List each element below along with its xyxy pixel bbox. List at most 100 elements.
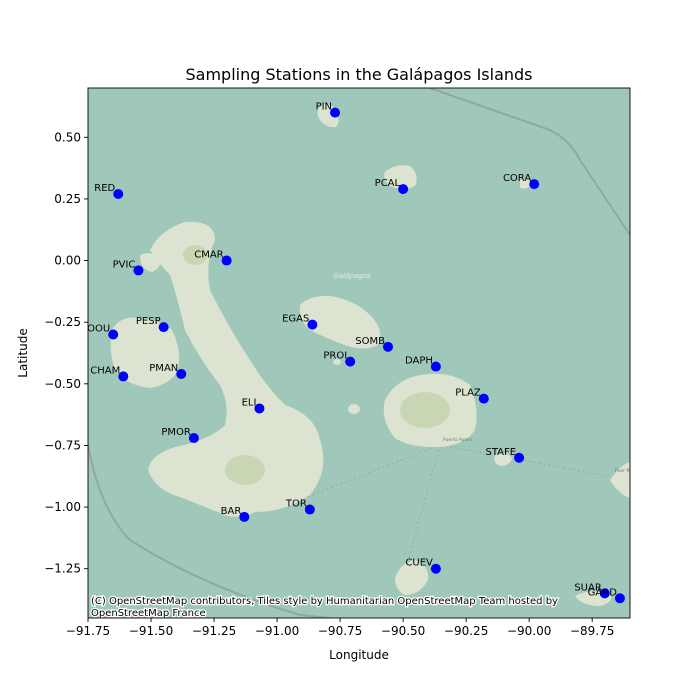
edge-town-label: Puer Moren (615, 468, 641, 474)
station-label: SUAR (574, 582, 602, 593)
station-marker[interactable] (330, 107, 341, 118)
station-marker[interactable] (108, 329, 119, 340)
station-marker[interactable] (382, 341, 393, 352)
island-santiago (299, 295, 381, 349)
island-san-cristobal (610, 462, 630, 498)
island-isabela-west (110, 317, 180, 388)
station-stafe[interactable]: STAFE (485, 447, 525, 463)
station-marker[interactable] (221, 255, 232, 266)
station-red[interactable]: RED (94, 183, 124, 199)
shipping-lane (88, 444, 331, 618)
station-marker[interactable] (478, 393, 489, 404)
station-marker[interactable] (345, 356, 356, 367)
y-tick-label: −0.25 (44, 315, 81, 329)
station-marker[interactable] (398, 184, 409, 195)
station-marker[interactable] (599, 588, 610, 599)
station-pman[interactable]: PMAN (149, 363, 187, 379)
island-genovesa (520, 178, 532, 189)
station-markers: PIN RED PCAL CORA PVIC CMAR EGAS PESP COOU SOMB PR… (80, 102, 625, 604)
station-pesp[interactable]: PESP (136, 316, 169, 333)
station-label: EGAS (282, 314, 309, 325)
island-isabela (148, 221, 324, 517)
x-tick-label: −91.00 (255, 624, 299, 638)
station-cmar[interactable]: CMAR (194, 250, 232, 266)
station-cham[interactable]: CHAM (90, 365, 129, 382)
highlands (400, 392, 450, 428)
station-pmor[interactable]: PMOR (161, 427, 199, 444)
y-axis-label: Latitude (16, 328, 30, 377)
x-axis: −91.75 −91.50 −91.25 −91.00 −90.75 −90.50 −90.… (66, 618, 614, 638)
x-tick-label: −90.50 (381, 624, 425, 638)
station-marker[interactable] (529, 179, 540, 190)
station-label: PMOR (161, 427, 191, 438)
station-somb[interactable]: SOMB (355, 336, 393, 352)
attribution-line-2: OpenStreetMap France (91, 608, 206, 619)
y-tick-label: −1.00 (44, 500, 81, 514)
y-tick-label: 0.00 (54, 254, 81, 268)
station-suar[interactable]: SUAR (574, 582, 610, 599)
station-label: PLAZ (455, 388, 481, 399)
station-label: RED (94, 183, 115, 194)
island-santa-fe (494, 453, 512, 466)
station-eli[interactable]: ELI (242, 397, 265, 414)
y-axis: 0.50 0.25 0.00 −0.25 −0.50 −0.75 −1.00 −1.25 (44, 130, 88, 576)
x-tick-label: −91.75 (66, 624, 110, 638)
station-label: SOMB (355, 336, 385, 347)
station-pin[interactable]: PIN (316, 102, 341, 118)
station-label: CHAM (90, 365, 120, 376)
x-tick-label: −91.50 (129, 624, 173, 638)
y-tick-label: 0.25 (54, 192, 81, 206)
axes-frame (87, 87, 631, 619)
station-label: PROI (323, 351, 347, 362)
station-label: CMAR (194, 250, 223, 261)
station-pvic[interactable]: PVIC (113, 259, 144, 276)
station-marker[interactable] (614, 593, 625, 604)
station-gard[interactable]: GARD (588, 587, 625, 604)
station-plaz[interactable]: PLAZ (455, 388, 489, 404)
station-cora[interactable]: CORA (503, 173, 540, 190)
station-bar[interactable]: BAR (221, 506, 250, 522)
station-marker[interactable] (307, 319, 318, 330)
island-floreana (395, 560, 429, 595)
station-cuev[interactable]: CUEV (405, 558, 441, 574)
station-pcal[interactable]: PCAL (375, 178, 409, 195)
station-marker[interactable] (254, 403, 265, 414)
station-marker[interactable] (176, 368, 187, 379)
station-marker[interactable] (514, 452, 525, 463)
station-egas[interactable]: EGAS (282, 314, 318, 330)
x-tick-label: −91.25 (192, 624, 236, 638)
station-label: COOU (80, 324, 110, 335)
station-label: ELI (242, 397, 257, 408)
x-tick-label: −90.25 (444, 624, 488, 638)
station-proi[interactable]: PROI (323, 351, 356, 367)
station-label: PCAL (375, 178, 401, 189)
station-marker[interactable] (158, 322, 169, 333)
station-marker[interactable] (430, 361, 441, 372)
station-marker[interactable] (113, 189, 124, 199)
station-marker[interactable] (118, 371, 129, 382)
station-marker[interactable] (430, 563, 441, 574)
island-marchena (384, 165, 417, 189)
station-daph[interactable]: DAPH (405, 356, 441, 372)
station-label: BAR (221, 506, 242, 517)
x-tick-label: −89.75 (570, 624, 614, 638)
y-tick-label: −1.25 (44, 562, 81, 576)
island-small (333, 359, 341, 365)
station-label: PIN (316, 102, 332, 113)
station-label: PVIC (113, 259, 136, 270)
station-label: PESP (136, 316, 161, 327)
chart-title: Sampling Stations in the Galápagos Islan… (185, 65, 532, 84)
station-marker[interactable] (239, 511, 250, 522)
station-label: GARD (588, 587, 618, 598)
station-marker[interactable] (304, 504, 315, 515)
station-marker[interactable] (133, 265, 144, 276)
island-small (348, 404, 360, 414)
y-tick-label: −0.75 (44, 438, 81, 452)
station-tor[interactable]: TOR (285, 499, 315, 515)
station-coou[interactable]: COOU (80, 324, 119, 340)
station-label: TOR (285, 499, 307, 510)
island-fernandina (140, 253, 161, 272)
archipelago-label: Galápagos (333, 272, 370, 280)
station-marker[interactable] (188, 433, 199, 444)
